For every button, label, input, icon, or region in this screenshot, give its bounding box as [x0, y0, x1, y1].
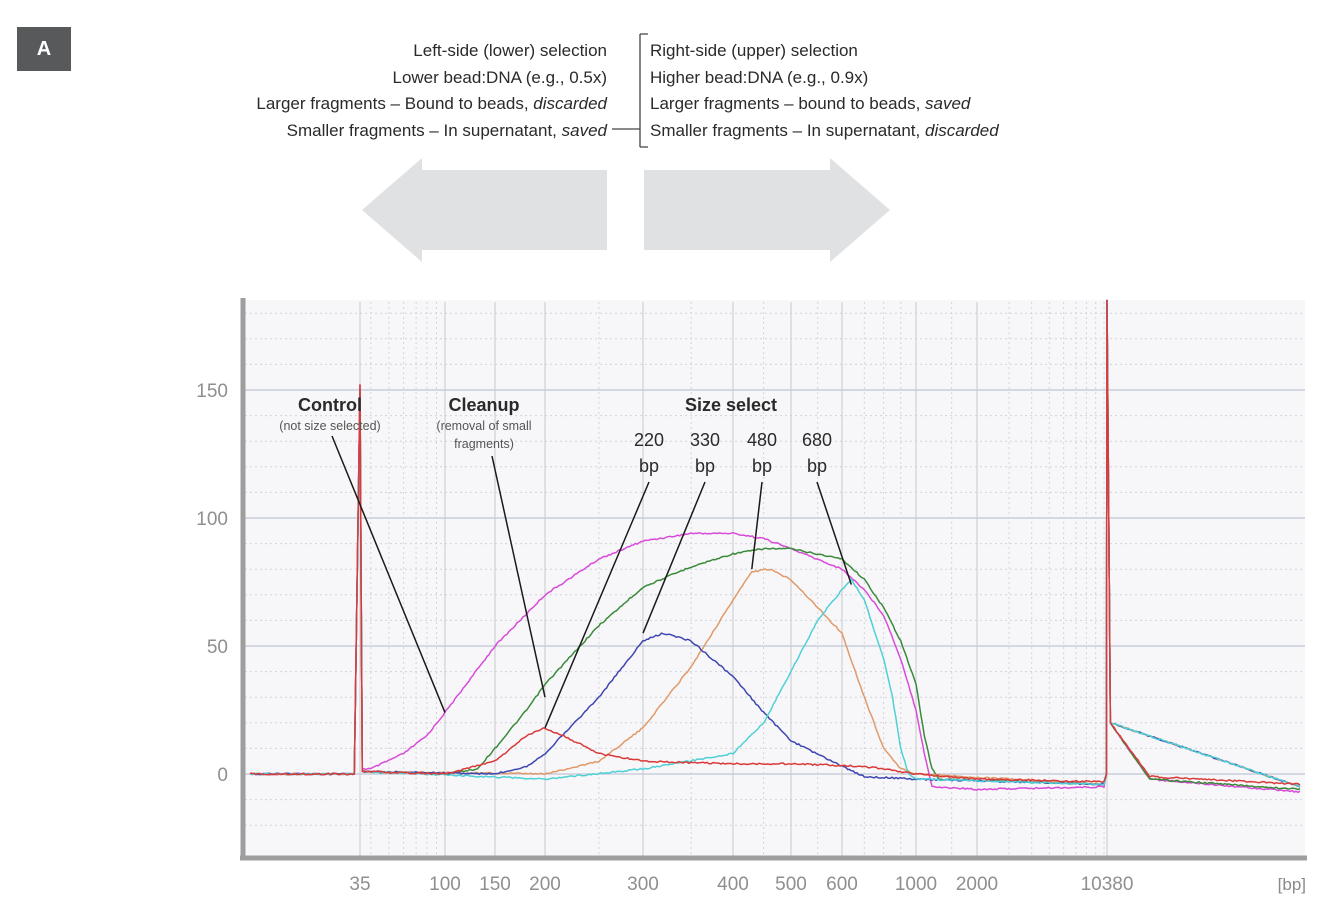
panel-label-badge: A — [17, 27, 71, 71]
left-selection-title: Left-side (lower) selection — [413, 41, 607, 60]
series-line — [249, 299, 1301, 786]
series-layer — [249, 299, 1301, 794]
y-tick-label: 0 — [217, 765, 228, 786]
x-tick-label: 2000 — [956, 874, 998, 895]
right-arrow-icon — [644, 158, 890, 262]
x-tick-label: 10380 — [1081, 874, 1134, 895]
left-selection-text: Left-side (lower) selection Lower bead:D… — [256, 38, 607, 145]
size-select-title: Size select — [685, 395, 777, 415]
size-220-value: 220 — [634, 430, 664, 450]
cleanup-subtitle-2: fragments) — [454, 437, 514, 451]
x-tick-label: 1000 — [895, 874, 937, 895]
x-tick-label: 100 — [429, 874, 461, 895]
cleanup-leader — [491, 455, 546, 698]
size-330-leader — [642, 481, 706, 634]
left-selection-smaller: Smaller fragments – In supernatant, save… — [286, 121, 607, 141]
x-tick-label: 600 — [826, 874, 858, 895]
size-330-unit: bp — [695, 456, 715, 476]
size-480-unit: bp — [752, 456, 772, 476]
grid — [245, 302, 1305, 856]
size-220-unit: bp — [639, 456, 659, 476]
y-tick-label: 150 — [196, 381, 228, 402]
cleanup-subtitle-1: (removal of small — [436, 419, 531, 433]
right-selection-text: Right-side (upper) selection Higher bead… — [650, 38, 999, 145]
control-title: Control — [298, 395, 362, 415]
right-selection-title: Right-side (upper) selection — [650, 41, 858, 60]
size-330-value: 330 — [690, 430, 720, 450]
left-selection-larger: Larger fragments – Bound to beads, disca… — [256, 94, 607, 114]
plot-area — [243, 300, 1305, 858]
x-axis-unit-label: [bp] — [1278, 875, 1306, 894]
control-leader — [331, 435, 446, 713]
right-selection-larger: Larger fragments – bound to beads, saved — [650, 94, 971, 114]
y-tick-label: 100 — [196, 509, 228, 530]
cleanup-title: Cleanup — [448, 395, 519, 415]
x-tick-label: 200 — [529, 874, 561, 895]
left-arrow-icon — [362, 158, 607, 262]
x-tick-label: 35 — [349, 874, 370, 895]
left-selection-ratio: Lower bead:DNA (e.g., 0.5x) — [392, 67, 607, 87]
size-220-leader — [544, 481, 650, 729]
y-tick-label: 50 — [207, 637, 228, 658]
x-tick-label: 300 — [627, 874, 659, 895]
control-subtitle: (not size selected) — [279, 419, 380, 433]
annotations: Control (not size selected) Cleanup (remova… — [279, 395, 853, 729]
size-680-leader — [816, 481, 853, 585]
x-tick-label: 400 — [717, 874, 749, 895]
size-480-value: 480 — [747, 430, 777, 450]
size-480-leader — [751, 481, 763, 570]
size-680-unit: bp — [807, 456, 827, 476]
size-680-value: 680 — [802, 430, 832, 450]
x-tick-label: 150 — [479, 874, 511, 895]
x-tick-label: 500 — [775, 874, 807, 895]
right-selection-smaller: Smaller fragments – In supernatant, disc… — [650, 121, 999, 141]
selection-bracket — [612, 33, 648, 148]
right-selection-ratio: Higher bead:DNA (e.g., 0.9x) — [650, 67, 869, 87]
